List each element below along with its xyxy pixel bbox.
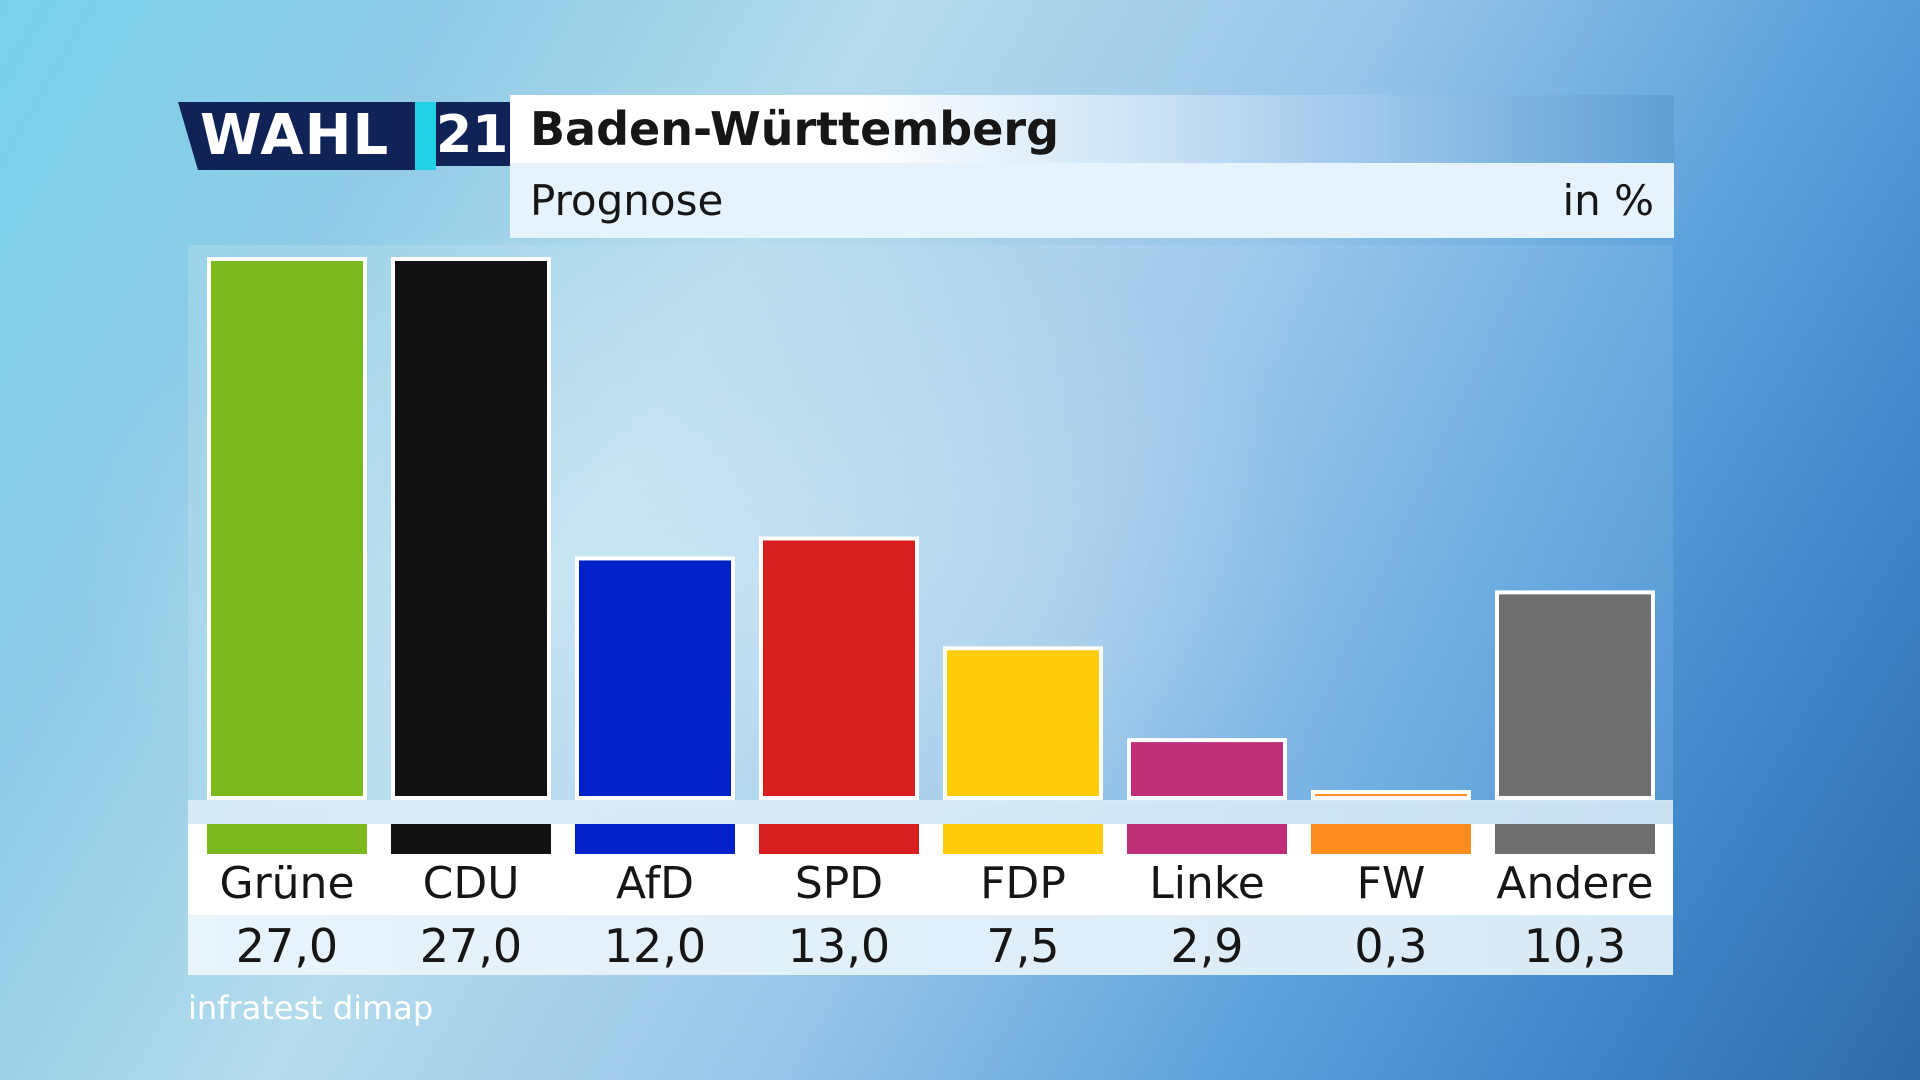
party-values-row: 27,0 27,0 12,0 13,0 7,5 2,9 0,3 10,3 [188, 915, 1673, 975]
wahl-logo: WAHL 21 [178, 102, 510, 170]
bar-andere [1495, 590, 1655, 800]
party-value-spd: 13,0 [787, 919, 891, 973]
logo-word: WAHL [200, 103, 390, 168]
bar-gr-ne [207, 257, 367, 800]
chart-subtitle: Prognose [530, 176, 724, 225]
party-labels-row: Grüne CDU AfD SPD FDP Linke FW Andere [188, 824, 1673, 915]
unit-label: in % [1562, 176, 1654, 225]
subtitle-bar: Prognose in % [510, 163, 1674, 238]
chart-title: Baden-Württemberg [530, 102, 1060, 156]
source-label: infratest dimap [188, 989, 434, 1027]
party-value-linke: 2,9 [1170, 919, 1244, 973]
bar-fdp [943, 646, 1103, 800]
title-bar: Baden-Württemberg [510, 95, 1674, 163]
party-label-spd: SPD [794, 858, 884, 909]
swatch-spd [759, 824, 919, 854]
bar-fw [1311, 790, 1471, 800]
chart-baseline [188, 800, 1673, 824]
party-value-andere: 10,3 [1523, 919, 1627, 973]
party-label-cdu: CDU [422, 858, 520, 909]
logo-number: 21 [436, 105, 509, 165]
swatch-afd [575, 824, 735, 854]
party-label-afd: AfD [616, 858, 694, 909]
party-label-gr-ne: Grüne [219, 858, 355, 909]
party-value-fw: 0,3 [1354, 919, 1428, 973]
party-value-fdp: 7,5 [986, 919, 1060, 973]
swatch-andere [1495, 824, 1655, 854]
party-value-gr-ne: 27,0 [235, 919, 339, 973]
bar-linke [1127, 738, 1287, 801]
bar-afd [575, 556, 735, 801]
swatch-fdp [943, 824, 1103, 854]
party-value-afd: 12,0 [603, 919, 707, 973]
party-label-andere: Andere [1496, 858, 1654, 909]
party-label-linke: Linke [1149, 858, 1265, 909]
swatch-gr-ne [207, 824, 367, 854]
swatch-fw [1311, 824, 1471, 854]
party-label-fw: FW [1356, 858, 1426, 909]
bar-cdu [391, 257, 551, 800]
swatch-linke [1127, 824, 1287, 854]
bar-spd [759, 536, 919, 801]
party-label-fdp: FDP [980, 858, 1066, 909]
party-value-cdu: 27,0 [419, 919, 523, 973]
swatch-cdu [391, 824, 551, 854]
